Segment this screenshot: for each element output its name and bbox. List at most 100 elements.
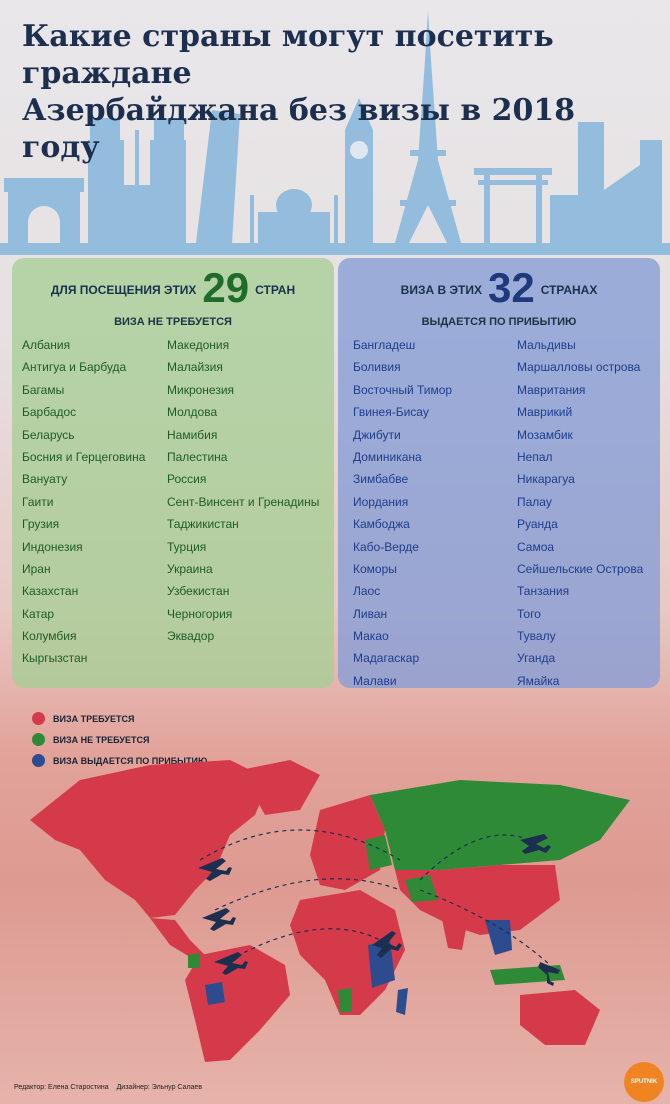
visa-free-count: 29: [202, 264, 250, 311]
central-america-shape: [150, 918, 205, 960]
visa-on-arrival-header-pre: ВИЗА В ЭТИХ: [400, 283, 482, 297]
country-item: Гаити: [22, 494, 54, 509]
country-item: Сейшельские Острова: [517, 561, 644, 576]
asia-shape: [395, 865, 560, 935]
country-item: Джибути: [353, 427, 401, 442]
country-item: Мадагаскар: [353, 651, 420, 666]
country-item: Таджикистан: [167, 517, 239, 532]
southeast-asia-shape: [485, 920, 512, 955]
country-item: Намибия: [167, 427, 218, 442]
madagascar-shape: [396, 988, 408, 1015]
airplane-icon: [198, 858, 232, 881]
airplane-icon: [214, 952, 248, 975]
country-item: Россия: [167, 472, 207, 487]
country-item: Маршалловы острова: [517, 360, 641, 375]
airplane-icon: [520, 834, 551, 854]
country-item: Македония: [167, 338, 230, 352]
visa-free-header-pre: ДЛЯ ПОСЕЩЕНИЯ ЭТИХ: [50, 283, 197, 297]
flight-path: [229, 928, 381, 961]
visa-free-list-col2: Македония Малайзия Микронезия Молдова На…: [167, 334, 319, 647]
flight-path: [214, 878, 401, 911]
page-title: Какие страны могут посетить граждане Азе…: [22, 18, 662, 166]
bolivia-shape: [205, 982, 225, 1005]
country-item: Палестина: [167, 449, 228, 464]
country-item: Палау: [517, 494, 552, 509]
title-line-2: Азербайджана без визы в 2018 году: [22, 93, 576, 165]
south-america-shape: [185, 945, 290, 1062]
country-item: Руанда: [517, 517, 558, 532]
country-item: Черногория: [167, 606, 233, 621]
country-item: Ливан: [353, 606, 388, 621]
visa-on-arrival-list-col1: Бангладеш Боливия Восточный Тимор Гвинея…: [353, 334, 452, 692]
airplane-icon: [202, 908, 236, 931]
credit-editor: Редактор: Елена Старостина: [14, 1084, 109, 1091]
country-item: Сент-Винсент и Гренадины: [167, 494, 320, 509]
flight-path: [199, 829, 401, 861]
country-item: Молдова: [167, 405, 218, 420]
world-map: [30, 760, 630, 1062]
country-item: Барбадос: [22, 405, 77, 420]
legend-item-visa-on-arrival: ВИЗА ВЫДАЕТСЯ ПО ПРИБЫТИЮ: [32, 750, 207, 771]
country-item: Зимбабве: [353, 472, 409, 487]
country-item: Кабо-Верде: [353, 539, 419, 554]
country-item: Тувалу: [517, 629, 556, 644]
sputnik-logo: SPUTNIK: [624, 1062, 664, 1102]
australia-shape: [520, 990, 600, 1045]
country-item: Турция: [167, 539, 207, 554]
legend-swatch-icon: [32, 712, 45, 725]
visa-on-arrival-header-post: СТРАНАХ: [540, 283, 598, 297]
visa-on-arrival-list-col2: Мальдивы Маршалловы острова Мавритания М…: [517, 334, 643, 692]
country-item: Мавритания: [517, 382, 586, 397]
country-item: Казахстан: [22, 584, 79, 599]
legend-label: ВИЗА ВЫДАЕТСЯ ПО ПРИБЫТИЮ: [53, 755, 208, 766]
country-item: Иран: [22, 561, 51, 576]
country-item: Катар: [22, 606, 55, 621]
legend-item-visa-required: ВИЗА ТРЕБУЕТСЯ: [32, 708, 207, 729]
country-item: Восточный Тимор: [353, 382, 453, 397]
country-item: Макао: [353, 629, 389, 644]
east-africa-shape: [368, 940, 395, 988]
europe-shape: [310, 795, 385, 890]
visa-free-header-post: СТРАН: [255, 283, 296, 297]
belarus-ukraine-shape: [365, 835, 392, 870]
country-item: Камбоджа: [353, 517, 410, 532]
flight-path: [419, 889, 551, 966]
visa-free-list-col1: Албания Антигуа и Барбуда Багамы Барбадо…: [22, 334, 145, 670]
legend-label: ВИЗА НЕ ТРЕБУЕТСЯ: [53, 734, 150, 745]
legend-swatch-icon: [32, 733, 45, 746]
country-item: Кыргызстан: [22, 651, 88, 666]
country-item: Украина: [167, 561, 213, 576]
iran-central-asia-shape: [405, 875, 438, 902]
country-item: Танзания: [517, 584, 570, 599]
country-item: Иордания: [353, 494, 409, 509]
country-item: Вануату: [22, 472, 68, 487]
country-item: Грузия: [22, 517, 60, 532]
country-item: Коморы: [353, 561, 397, 576]
country-item: Багамы: [22, 382, 65, 397]
visa-on-arrival-header: ВИЗА В ЭТИХ 32 СТРАНАХ: [338, 264, 660, 312]
credit-designer: Дизайнер: Эльнур Салаев: [116, 1084, 203, 1091]
country-item: Самоа: [517, 539, 555, 554]
visa-free-subtitle: ВИЗА НЕ ТРЕБУЕТСЯ: [114, 316, 232, 328]
country-item: Боливия: [353, 360, 401, 375]
country-item: Лаос: [353, 584, 381, 599]
country-item: Бангладеш: [353, 338, 416, 352]
country-item: Маврикий: [517, 405, 573, 420]
country-item: Узбекистан: [167, 584, 230, 599]
country-item: Антигуа и Барбуда: [22, 360, 127, 375]
country-item: Уганда: [517, 651, 556, 666]
flight-path: [419, 834, 531, 881]
country-item: Албания: [22, 338, 71, 352]
country-item: Малайзия: [167, 360, 223, 375]
india-shape: [440, 908, 470, 950]
country-item: Эквадор: [167, 629, 215, 644]
legend-label: ВИЗА ТРЕБУЕТСЯ: [53, 713, 135, 724]
country-item: Беларусь: [22, 427, 75, 442]
country-item: Ямайка: [517, 673, 560, 688]
russia-shape: [370, 780, 630, 870]
visa-free-header: ДЛЯ ПОСЕЩЕНИЯ ЭТИХ 29 СТРАН: [12, 264, 334, 312]
visa-free-panel: ДЛЯ ПОСЕЩЕНИЯ ЭТИХ 29 СТРАН ВИЗА НЕ ТРЕБУЕ…: [12, 258, 334, 688]
country-item: Того: [517, 606, 541, 621]
country-item: Колумбия: [22, 629, 77, 644]
country-item: Мозамбик: [517, 427, 573, 442]
